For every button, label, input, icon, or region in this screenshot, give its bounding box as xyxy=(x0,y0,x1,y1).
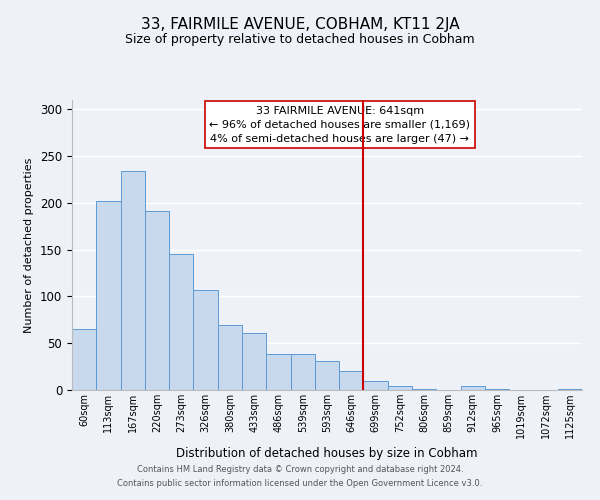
Bar xyxy=(485,389,509,390)
Bar xyxy=(121,171,145,390)
Bar xyxy=(364,380,388,390)
Text: 33, FAIRMILE AVENUE, COBHAM, KT11 2JA: 33, FAIRMILE AVENUE, COBHAM, KT11 2JA xyxy=(140,18,460,32)
Bar xyxy=(193,290,218,390)
Y-axis label: Number of detached properties: Number of detached properties xyxy=(25,158,34,332)
Text: Size of property relative to detached houses in Cobham: Size of property relative to detached ho… xyxy=(125,32,475,46)
Text: 33 FAIRMILE AVENUE: 641sqm
← 96% of detached houses are smaller (1,169)
4% of se: 33 FAIRMILE AVENUE: 641sqm ← 96% of deta… xyxy=(209,106,470,144)
Bar xyxy=(169,254,193,390)
Bar xyxy=(461,386,485,390)
Bar xyxy=(290,354,315,390)
Text: Contains HM Land Registry data © Crown copyright and database right 2024.
Contai: Contains HM Land Registry data © Crown c… xyxy=(118,466,482,487)
Bar xyxy=(315,361,339,390)
Bar xyxy=(412,389,436,390)
Bar xyxy=(242,333,266,390)
Bar xyxy=(339,372,364,390)
Bar xyxy=(388,386,412,390)
Bar xyxy=(266,354,290,390)
Bar xyxy=(558,389,582,390)
Bar xyxy=(72,329,96,390)
Bar xyxy=(218,326,242,390)
X-axis label: Distribution of detached houses by size in Cobham: Distribution of detached houses by size … xyxy=(176,446,478,460)
Bar xyxy=(145,212,169,390)
Bar xyxy=(96,201,121,390)
